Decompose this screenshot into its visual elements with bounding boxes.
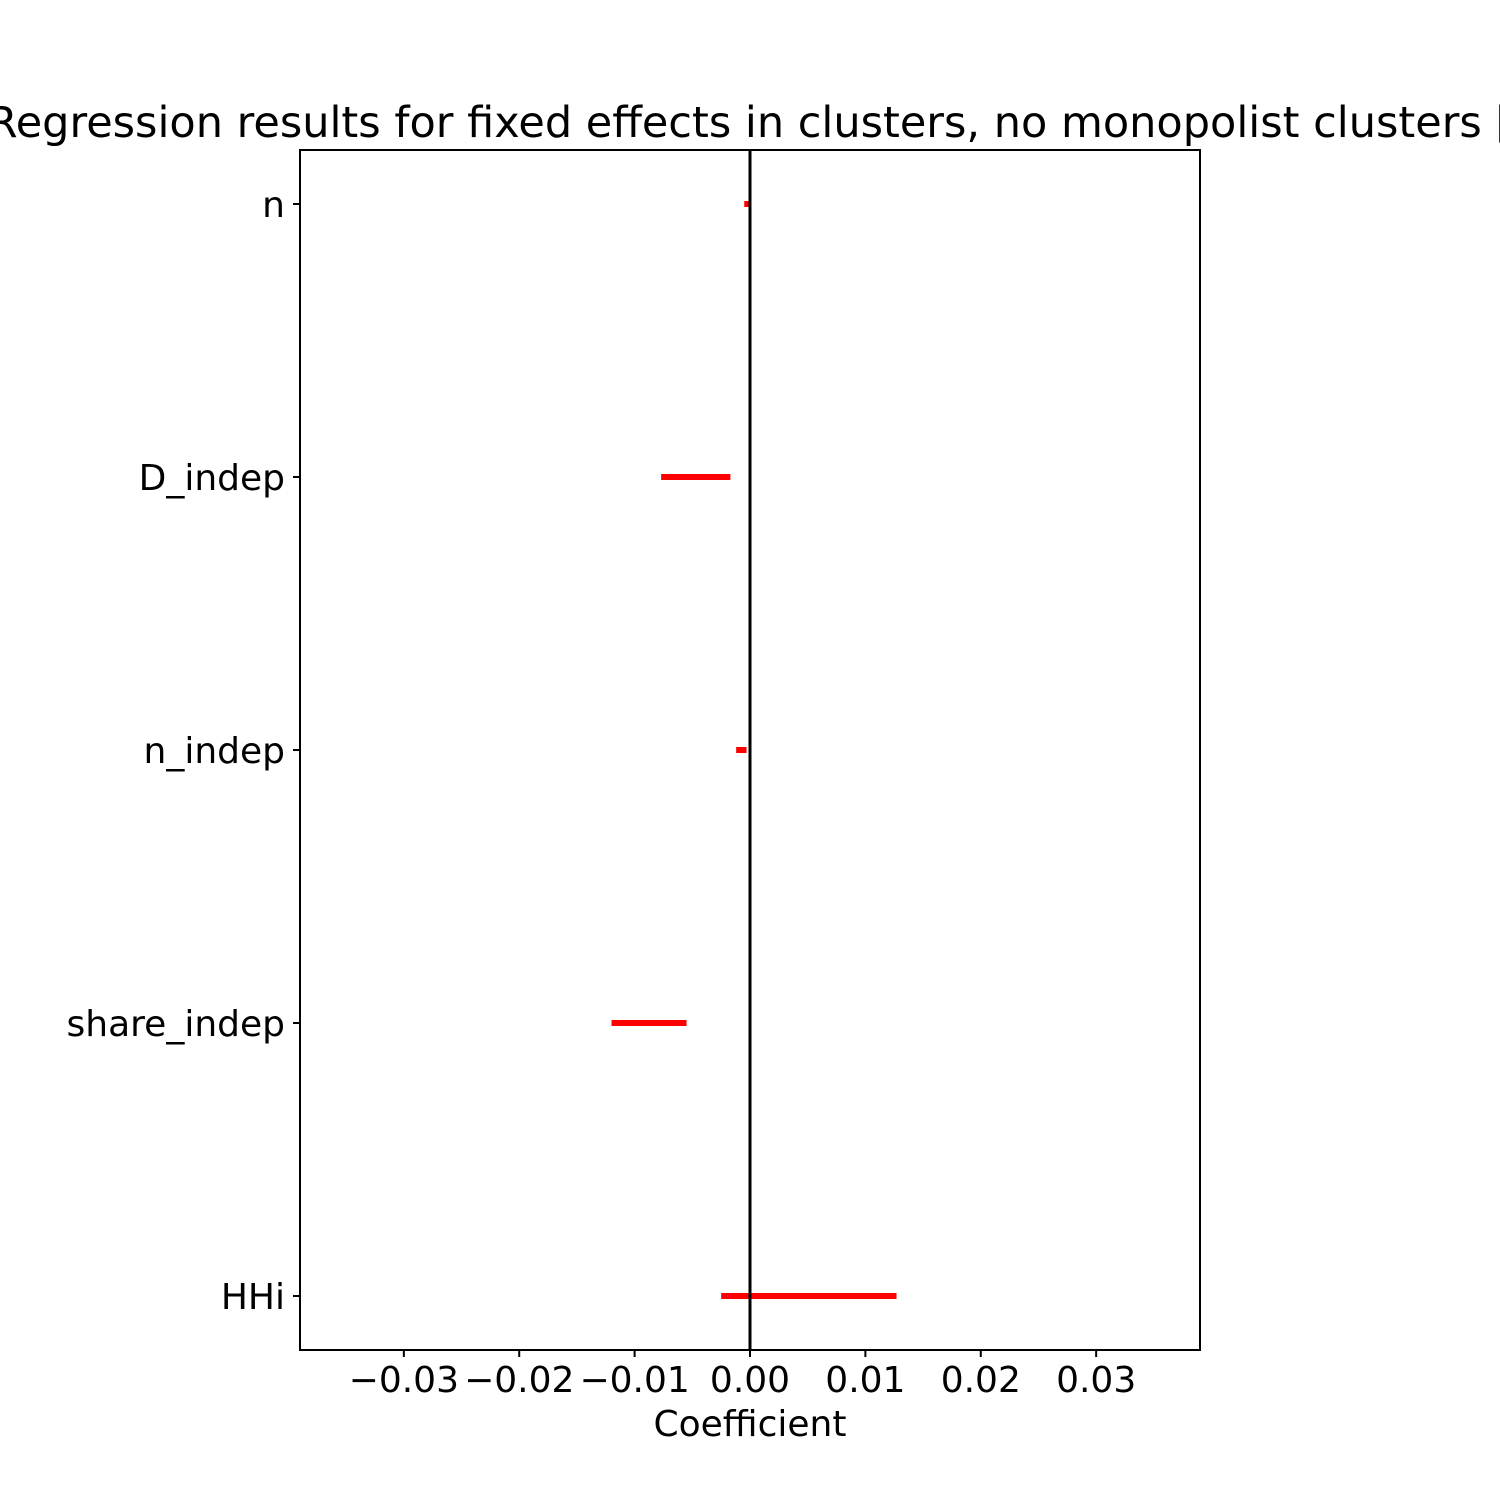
x-tick-label: 0.01 <box>825 1360 905 1401</box>
x-tick-label: 0.00 <box>710 1360 790 1401</box>
y-tick-label: D_indep <box>139 458 285 499</box>
y-tick-label: share_indep <box>67 1004 285 1045</box>
x-tick-label: 0.03 <box>1056 1360 1136 1401</box>
x-tick-label: 0.02 <box>941 1360 1021 1401</box>
x-tick-label: −0.01 <box>579 1360 689 1401</box>
interval-series <box>611 201 897 1299</box>
chart-title: Regression results for fixed effects in … <box>0 98 1500 148</box>
x-axis-label: Coefficient <box>654 1404 847 1445</box>
y-tick-label: n_indep <box>144 731 286 772</box>
y-tick-label: HHi <box>221 1277 285 1318</box>
x-axis: −0.03 −0.02 −0.01 0.00 0.01 0.02 0.03 <box>349 1350 1136 1401</box>
y-axis: n D_indep n_indep share_indep HHi <box>67 185 300 1318</box>
x-tick-label: −0.02 <box>464 1360 574 1401</box>
x-tick-label: −0.03 <box>349 1360 459 1401</box>
y-tick-label: n <box>262 185 285 226</box>
